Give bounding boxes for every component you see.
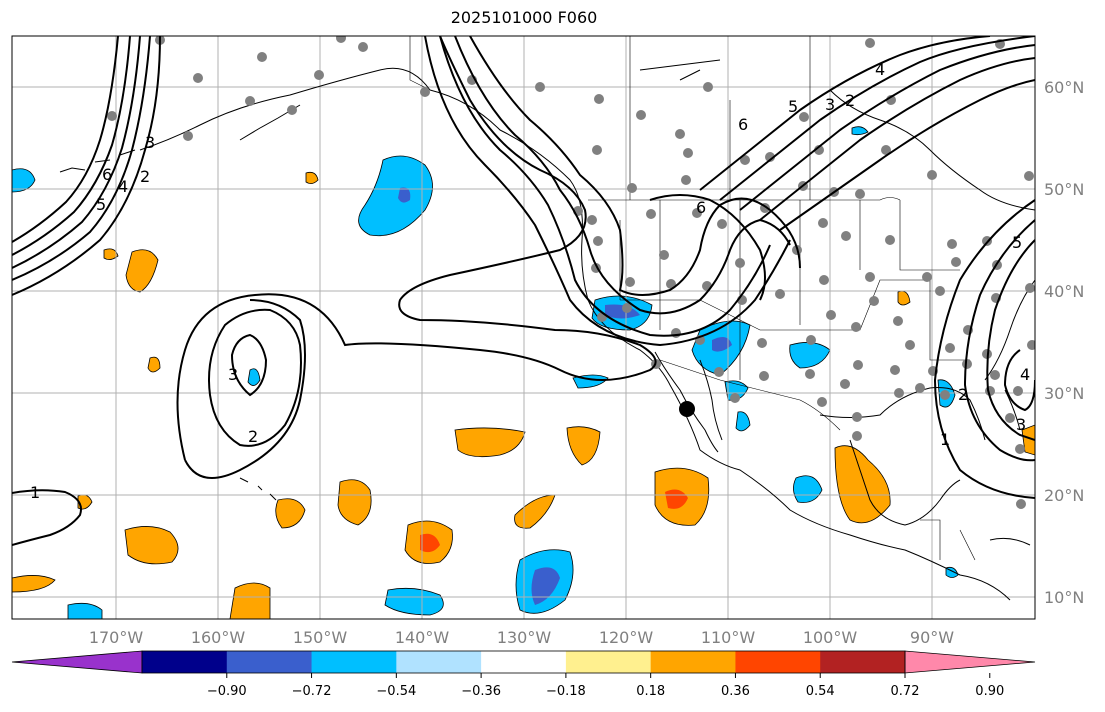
positive-area	[147, 356, 161, 373]
colorbar-segment	[311, 651, 397, 673]
contour-labels: 1 2 3 6 6 5 3 2 4 6 5 4 2 3 1 2 3 4 5	[30, 60, 1030, 502]
longitude-label: 140°W	[395, 628, 450, 647]
latitude-label: 20°N	[1044, 486, 1084, 505]
latitude-label: 40°N	[1044, 282, 1084, 301]
positive-area	[454, 427, 526, 458]
contour-label: 3	[825, 95, 835, 114]
positive-area	[103, 248, 119, 260]
contour-lines	[12, 36, 1035, 546]
colorbar-tick-label: −0.72	[292, 684, 332, 699]
contour-label: 4	[875, 60, 885, 79]
map-title: 2025101000 F060	[450, 8, 598, 27]
contour-label: 2	[140, 167, 150, 186]
negative-area	[247, 368, 261, 386]
colorbar-tick-label: −0.36	[461, 684, 501, 699]
colorbar-segment	[396, 651, 482, 673]
colorbar-segment	[735, 651, 821, 673]
positive-area	[337, 479, 372, 526]
colorbar-tick-label: 0.18	[636, 684, 665, 699]
longitude-label: 120°W	[599, 628, 654, 647]
colorbar-tick-label: −0.54	[376, 684, 416, 699]
colorbar-outline	[141, 650, 906, 674]
negative-area	[851, 126, 869, 136]
latitude-label: 50°N	[1044, 180, 1084, 199]
negative-core	[712, 336, 732, 352]
positive-area	[229, 582, 271, 619]
contour-label: 3	[1016, 415, 1026, 434]
positive-area	[125, 249, 159, 293]
negative-area	[67, 602, 103, 619]
longitude-label: 90°W	[910, 628, 954, 647]
longitude-labels: 170°W 160°W 150°W 140°W 130°W 120°W 110°…	[89, 628, 954, 647]
contour-label: 4	[1020, 365, 1030, 384]
colorbar-tick-label: 0.90	[975, 684, 1004, 699]
contour-label: 4	[118, 177, 128, 196]
colorbar-tick-label: −0.18	[546, 684, 586, 699]
contour-label: 5	[96, 195, 106, 214]
colorbar-tick-label: 0.54	[806, 684, 835, 699]
contour-label: 2	[958, 385, 968, 404]
colorbar-segment	[142, 651, 228, 673]
station-markers	[107, 36, 1035, 509]
colorbar-tick-label: 0.72	[891, 684, 920, 699]
positive-area	[124, 526, 179, 565]
contour-label: 6	[696, 198, 706, 217]
colorbar	[11, 650, 1036, 674]
contour-label: 2	[248, 427, 258, 446]
colorbar-tick-label: −0.90	[207, 684, 247, 699]
latitude-label: 10°N	[1044, 588, 1084, 607]
contour-label: 3	[145, 133, 155, 152]
positive-area	[1021, 424, 1035, 456]
latitude-label: 60°N	[1044, 78, 1084, 97]
longitude-label: 100°W	[803, 628, 858, 647]
map-gridlines	[12, 36, 1035, 619]
positive-area	[305, 171, 319, 184]
longitude-label: 160°W	[191, 628, 246, 647]
colorbar-segment	[226, 651, 313, 673]
latitude-labels: 60°N 50°N 40°N 30°N 20°N 10°N	[1044, 78, 1084, 607]
longitude-label: 170°W	[89, 628, 144, 647]
positive-core	[665, 489, 688, 509]
contour-label: 5	[1012, 233, 1022, 252]
negative-core	[531, 567, 560, 605]
contour-label: 1	[30, 483, 40, 502]
contour-label: 5	[788, 97, 798, 116]
positive-area	[834, 445, 891, 524]
positive-area	[514, 494, 556, 529]
colorbar-segment	[820, 651, 906, 673]
longitude-label: 130°W	[497, 628, 552, 647]
positive-area	[566, 426, 601, 466]
negative-area	[793, 475, 823, 503]
positive-area	[275, 498, 306, 529]
map-frame	[11, 35, 1036, 620]
negative-core	[398, 187, 411, 203]
colorbar-extend-low	[11, 650, 143, 674]
positive-core	[420, 533, 440, 553]
colorbar-tick-label: 0.36	[721, 684, 750, 699]
colorbar-segment	[565, 651, 652, 673]
negative-area	[12, 168, 36, 193]
map-panel: 1 2 3 6 6 5 3 2 4 6 5 4 2 3 1 2 3 4 5	[12, 36, 1035, 619]
contour-label: 6	[738, 115, 748, 134]
political-borders	[409, 36, 976, 561]
colorbar-tick-labels: −0.90 −0.72 −0.54 −0.36 −0.18 0.18 0.36 0.54 0.7…	[207, 673, 1004, 699]
latitude-label: 30°N	[1044, 384, 1084, 403]
contour-label: 6	[102, 165, 112, 184]
colorbar-segment	[481, 651, 567, 673]
positive-area	[12, 575, 56, 593]
colorbar-segment	[650, 651, 736, 673]
contour-label: 1	[940, 430, 950, 449]
highlighted-station-marker	[679, 401, 695, 417]
longitude-label: 150°W	[293, 628, 348, 647]
negative-area	[384, 587, 444, 616]
contour-label: 3	[228, 365, 238, 384]
longitude-label: 110°W	[701, 628, 756, 647]
colorbar-extend-high	[904, 650, 1036, 674]
contour-label: 2	[845, 91, 855, 110]
negative-area	[735, 411, 751, 432]
